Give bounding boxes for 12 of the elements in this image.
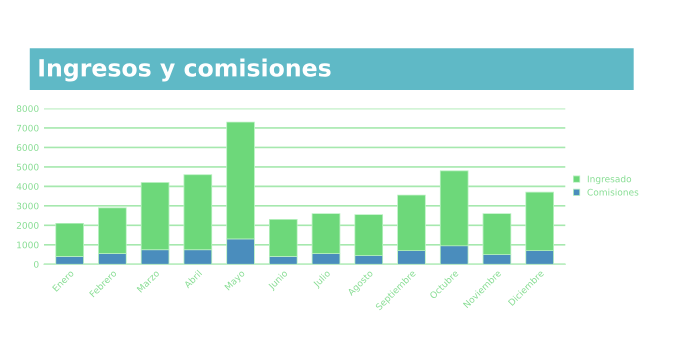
legend-label: Ingresado [588,175,632,184]
legend-label: Comisiones [587,188,638,196]
y-tick-label: 3000 [16,202,39,210]
y-tick-label: 1000 [17,242,39,248]
y-tick-label: 8000 [16,105,39,112]
chart-title: Ingresos y comisiones [39,58,331,82]
y-tick-label: 5000 [16,164,39,170]
y-tick-label: 0 [34,260,39,268]
y-tick-label: 2000 [16,222,39,229]
y-tick-label: 6000 [16,144,39,151]
y-tick-label: 4000 [16,183,39,190]
y-tick-label: 7000 [16,124,39,132]
